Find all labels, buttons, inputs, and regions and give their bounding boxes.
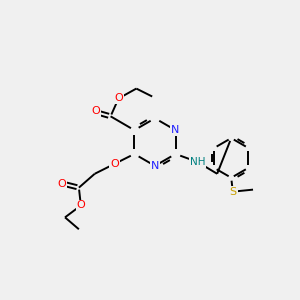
Text: N: N [151,161,159,171]
Text: O: O [91,106,100,116]
Text: NH: NH [190,157,205,167]
Text: O: O [58,179,66,189]
Text: N: N [171,125,180,135]
Text: S: S [230,187,237,196]
Text: O: O [110,159,119,169]
Text: O: O [114,94,123,103]
Text: O: O [76,200,85,211]
